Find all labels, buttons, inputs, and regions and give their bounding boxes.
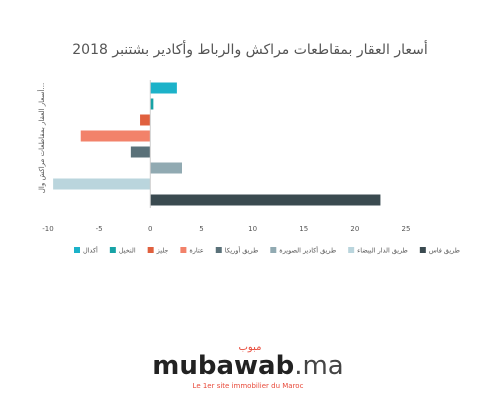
bar (130, 146, 151, 158)
legend-swatch (419, 247, 426, 253)
logo-suffix: .ma (294, 351, 344, 381)
legend-label: طريق أكادير الصويرة (279, 246, 336, 255)
logo-name: mubawab.ma (152, 351, 343, 381)
legend-swatch (74, 247, 80, 253)
legend-label: طريق الدار البيضاء (357, 247, 408, 255)
x-tick-label: 10 (248, 225, 257, 233)
bar (53, 178, 151, 190)
legend-label: جليز (156, 247, 169, 255)
legend-swatch (180, 247, 187, 253)
legend-label: أكدال (83, 246, 98, 255)
bar (80, 130, 151, 142)
y-axis-label: أسعار العقار بمقاطعات مراكش وال... (37, 83, 46, 193)
logo-tagline: Le 1er site immobilier du Maroc (193, 382, 304, 390)
legend-swatch (109, 247, 116, 253)
x-tick-label: 20 (350, 225, 359, 233)
legend-label: عتارة (189, 247, 203, 255)
bar (150, 98, 154, 110)
x-tick-label: 0 (148, 225, 152, 233)
legend-label: طريق أوريكا (225, 246, 259, 255)
bar (150, 162, 182, 174)
bar (150, 82, 177, 94)
legend-label: النخيل (119, 247, 136, 255)
legend-label: طريق فاس (429, 247, 460, 255)
x-tick-label: -10 (42, 225, 53, 233)
legend-swatch (348, 247, 355, 253)
legend-swatch (215, 247, 222, 253)
logo-name-text: mubawab (152, 351, 294, 381)
x-tick-label: 15 (299, 225, 308, 233)
bar (150, 194, 381, 206)
legend-swatch (270, 247, 277, 253)
x-tick-label: -5 (96, 225, 103, 233)
chart-title: أسعار العقار بمقاطعات مراكش والرباط وأكا… (72, 40, 428, 58)
x-tick-label: 25 (402, 225, 411, 233)
legend-swatch (147, 247, 154, 253)
bar (140, 114, 151, 126)
logo-arabic: مبوب (239, 342, 262, 353)
x-tick-label: 5 (199, 225, 203, 233)
